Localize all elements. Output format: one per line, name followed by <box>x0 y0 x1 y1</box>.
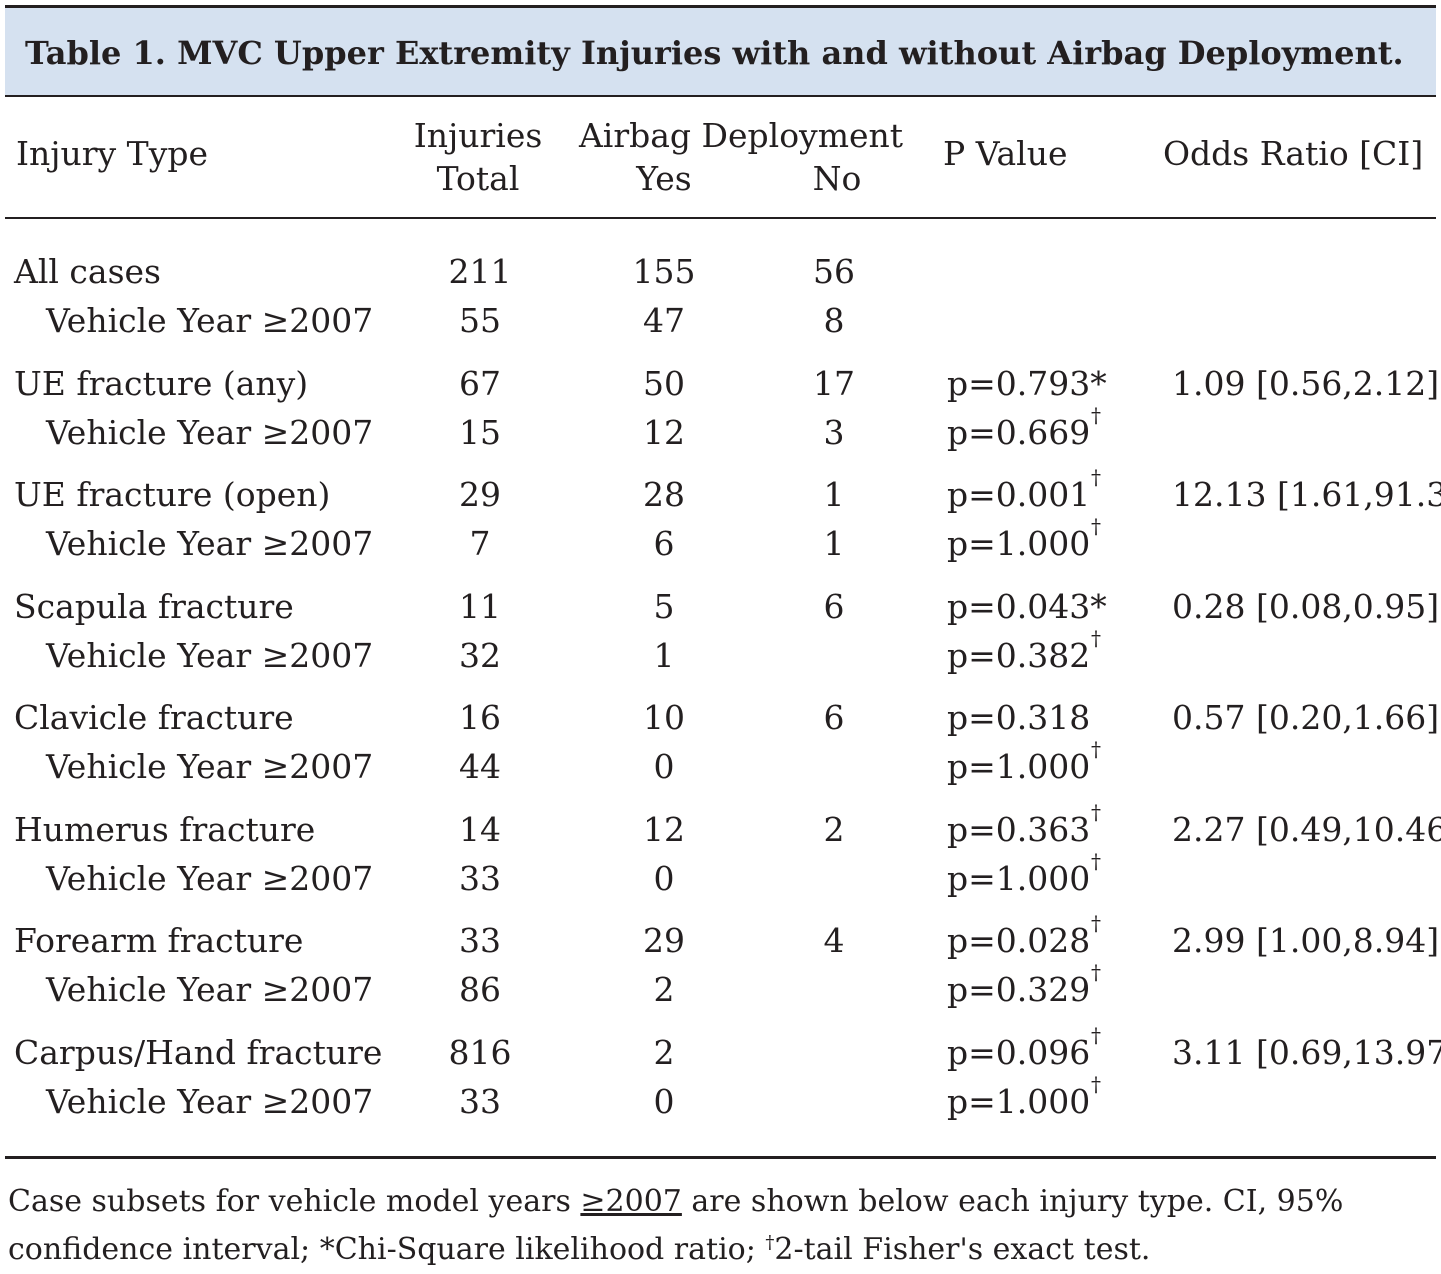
airbag-no-cell: 17 <box>813 364 855 403</box>
p-value-cell: p=0.363 <box>947 810 1091 849</box>
total-cell: 33 <box>459 859 501 898</box>
airbag-yes-cell: 10 <box>643 698 685 737</box>
header-p-value: P Value <box>943 134 1068 173</box>
injury-label: Clavicle fracture <box>14 698 294 737</box>
injury-label: All cases <box>14 252 161 291</box>
injury-label: UE fracture (any) <box>14 364 309 403</box>
total-cell: 32 <box>459 636 501 675</box>
airbag-yes-cell: 155 <box>632 252 696 291</box>
total-cell: 211 <box>448 252 512 291</box>
footnote-part1: Case subsets for vehicle model years <box>8 1184 581 1219</box>
total-cell: 86 <box>459 970 501 1009</box>
airbag-no-cell: 1 <box>823 475 845 514</box>
airbag-yes-cell: 12 <box>643 810 685 849</box>
p-value-cell: p=0.043* <box>947 587 1107 626</box>
table-title: Table 1. MVC Upper Extremity Injuries wi… <box>25 34 1404 72</box>
footnote-years: ≥2007 <box>580 1184 682 1219</box>
airbag-yes-cell: 28 <box>643 475 685 514</box>
header-injuries: Injuries <box>413 116 543 155</box>
odds-ratio-cell: 2.27 [0.49,10.46] <box>1172 810 1441 849</box>
subset-label: Vehicle Year ≥2007 <box>46 636 374 675</box>
airbag-no-cell: 1 <box>823 524 845 563</box>
odds-ratio-cell: 1.09 [0.56,2.12] <box>1172 364 1440 403</box>
title-bar: Table 1. MVC Upper Extremity Injuries wi… <box>5 8 1436 95</box>
odds-ratio-cell: 0.28 [0.08,0.95] <box>1172 587 1440 626</box>
airbag-yes-cell: 2 <box>653 1033 675 1072</box>
p-value-cell: p=1.000 <box>947 747 1091 786</box>
total-cell: 29 <box>459 475 501 514</box>
airbag-yes-cell: 0 <box>653 859 675 898</box>
airbag-no-cell: 2 <box>823 810 845 849</box>
total-cell: 7 <box>469 524 491 563</box>
header-rule <box>5 217 1436 219</box>
total-cell: 67 <box>459 364 501 403</box>
p-value-cell: p=1.000 <box>947 859 1091 898</box>
airbag-yes-cell: 47 <box>643 301 685 340</box>
airbag-no-cell: 4 <box>823 921 845 960</box>
airbag-no-cell: 56 <box>813 252 855 291</box>
header-total: Total <box>436 159 520 198</box>
subset-label: Vehicle Year ≥2007 <box>46 524 374 563</box>
p-value-cell: p=0.669 <box>947 413 1091 452</box>
header-no: No <box>812 159 862 198</box>
odds-ratio-cell: 12.13 [1.61,91.37] <box>1172 475 1441 514</box>
top-rule <box>5 5 1436 8</box>
odds-ratio-cell: 3.11 [0.69,13.97] <box>1172 1033 1441 1072</box>
odds-ratio-cell: 0.57 [0.20,1.66] <box>1172 698 1440 737</box>
airbag-yes-cell: 2 <box>653 970 675 1009</box>
header-yes: Yes <box>636 159 692 198</box>
footnote-part3: 2-tail Fisher's exact test. <box>774 1232 1151 1267</box>
footnote-part2: are shown below each injury type. CI, 95… <box>8 1184 1344 1267</box>
p-value-cell: p=0.793* <box>947 364 1107 403</box>
total-cell: 16 <box>459 698 501 737</box>
subset-label: Vehicle Year ≥2007 <box>46 747 374 786</box>
airbag-no-cell: 6 <box>823 587 845 626</box>
p-value-cell: p=0.382 <box>947 636 1091 675</box>
footnote: Case subsets for vehicle model years ≥20… <box>8 1178 1433 1274</box>
total-cell: 14 <box>459 810 501 849</box>
injury-label: UE fracture (open) <box>14 475 331 514</box>
p-value-cell: p=1.000 <box>947 524 1091 563</box>
header-odds-ratio: Odds Ratio [CI] <box>1163 134 1424 173</box>
p-value-cell: p=0.001 <box>947 475 1091 514</box>
subset-label: Vehicle Year ≥2007 <box>46 859 374 898</box>
title-rule <box>5 95 1436 97</box>
total-cell: 55 <box>459 301 501 340</box>
p-value-cell: p=0.028 <box>947 921 1091 960</box>
airbag-yes-cell: 1 <box>653 636 675 675</box>
airbag-yes-cell: 6 <box>653 524 675 563</box>
p-value-cell: p=1.000 <box>947 1082 1091 1121</box>
airbag-yes-cell: 5 <box>653 587 675 626</box>
airbag-yes-cell: 12 <box>643 413 685 452</box>
total-cell: 816 <box>448 1033 512 1072</box>
airbag-no-cell: 8 <box>823 301 845 340</box>
subset-label: Vehicle Year ≥2007 <box>46 1082 374 1121</box>
airbag-no-cell: 3 <box>823 413 845 452</box>
dagger-mark: † <box>765 1232 775 1253</box>
injury-label: Humerus fracture <box>14 810 316 849</box>
airbag-no-cell: 6 <box>823 698 845 737</box>
total-cell: 15 <box>459 413 501 452</box>
total-cell: 11 <box>459 587 501 626</box>
total-cell: 33 <box>459 921 501 960</box>
total-cell: 33 <box>459 1082 501 1121</box>
airbag-yes-cell: 29 <box>643 921 685 960</box>
subset-label: Vehicle Year ≥2007 <box>46 413 374 452</box>
airbag-yes-cell: 0 <box>653 747 675 786</box>
injury-label: Forearm fracture <box>14 921 304 960</box>
airbag-yes-cell: 50 <box>643 364 685 403</box>
bottom-rule <box>5 1156 1436 1159</box>
header-injury-type: Injury Type <box>16 134 208 173</box>
subset-label: Vehicle Year ≥2007 <box>46 970 374 1009</box>
p-value-cell: p=0.318 <box>947 698 1091 737</box>
airbag-yes-cell: 0 <box>653 1082 675 1121</box>
p-value-cell: p=0.096 <box>947 1033 1091 1072</box>
injury-label: Scapula fracture <box>14 587 294 626</box>
odds-ratio-cell: 2.99 [1.00,8.94] <box>1172 921 1440 960</box>
total-cell: 44 <box>459 747 501 786</box>
subset-label: Vehicle Year ≥2007 <box>46 301 374 340</box>
header-airbag-deployment: Airbag Deployment <box>578 116 904 155</box>
injury-label: Carpus/Hand fracture <box>14 1033 383 1072</box>
p-value-cell: p=0.329 <box>947 970 1091 1009</box>
